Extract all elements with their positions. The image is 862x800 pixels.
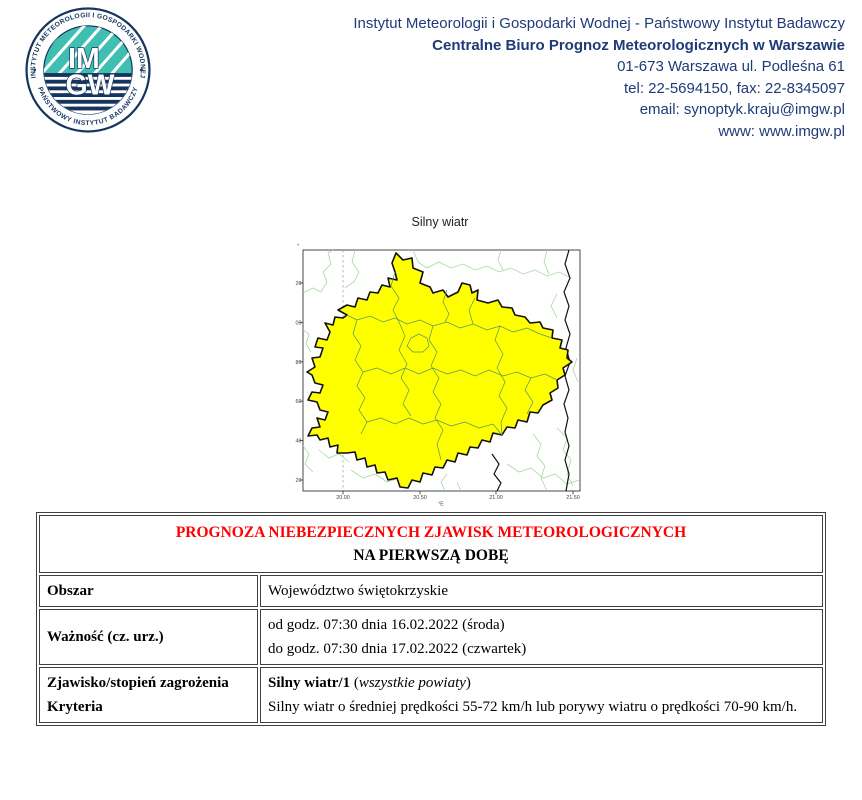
bureau-name: Centralne Biuro Prognoz Meteorologicznyc… (432, 36, 845, 54)
website-line: www: www.imgw.pl (718, 122, 845, 140)
waznosc-value-cell: od godz. 07:30 dnia 16.02.2022 (środa) d… (260, 609, 823, 665)
institute-name: Instytut Meteorologii i Gospodarki Wodne… (353, 15, 845, 32)
axis-ticks (299, 282, 574, 495)
obszar-label-cell: Obszar (39, 575, 258, 607)
x-tick-label: 20.50 (413, 495, 427, 501)
zjawisko-label-cell: Zjawisko/stopień zagrożenia Kryteria (39, 667, 258, 723)
paren-open: ( (350, 675, 359, 691)
phenomenon-label: Zjawisko/stopień zagrożenia (47, 675, 229, 691)
table-row: Zjawisko/stopień zagrożenia Kryteria Sil… (39, 667, 823, 723)
x-axis-labels: 20.00 20.50 21.00 21.50 (336, 495, 580, 501)
phenomenon-degree: Silny wiatr/1 (268, 675, 351, 691)
map-title: Silny wiatr (411, 215, 469, 229)
waznosc-label-cell: Ważność (cz. urz.) (39, 609, 258, 665)
neighbor-borders (302, 249, 580, 492)
y-tick-label: 50.20 (295, 478, 302, 484)
y-tick-label: 51.00 (295, 320, 302, 326)
warning-table: PROGNOZA NIEBEZPIECZNYCH ZJAWISK METEORO… (36, 512, 826, 726)
phenomenon-value: Silny wiatr/1 (wszystkie powiaty) (268, 671, 815, 695)
axis-corner-mark: ° (297, 244, 300, 250)
y-tick-label: 50.80 (295, 360, 302, 366)
phone-fax-line: tel: 22-5694150, fax: 22-8345097 (623, 79, 845, 97)
zjawisko-value-cell: Silny wiatr/1 (wszystkie powiaty) Silny … (260, 667, 823, 723)
obszar-value-cell: Województwo świętokrzyskie (260, 575, 823, 607)
table-title-line2: NA PIERWSZĄ DOBĘ (353, 547, 509, 564)
logo-monogram-gw: GW (66, 69, 115, 101)
x-tick-label: 21.50 (566, 495, 580, 501)
logo-right-dot (140, 68, 143, 72)
x-tick-label: 21.00 (489, 495, 503, 501)
logo-disc-stripes (43, 25, 133, 115)
table-row: Obszar Województwo świętokrzyskie (39, 575, 823, 607)
x-axis-caption: °E (438, 502, 444, 507)
validity-from: od godz. 07:30 dnia 16.02.2022 (środa) (268, 617, 505, 633)
table-row: PROGNOZA NIEBEZPIECZNYCH ZJAWISK METEORO… (39, 515, 823, 573)
warning-map: 51.20 51.00 50.80 50.60 50.40 50.20 20.0… (295, 244, 581, 507)
imgw-logo: INSTYTUT METEOROLOGII I GOSPODARKI WODNE… (25, 7, 151, 133)
phenomenon-scope: wszystkie powiaty (358, 675, 466, 691)
y-axis-labels: 51.20 51.00 50.80 50.60 50.40 50.20 (295, 281, 302, 484)
table-title-line1: PROGNOZA NIEBEZPIECZNYCH ZJAWISK METEORO… (175, 524, 687, 541)
county-borders (346, 271, 558, 461)
criteria-value: Silny wiatr o średniej prędkości 55-72 k… (268, 699, 798, 715)
paren-close: ) (465, 675, 471, 691)
y-tick-label: 51.20 (295, 281, 302, 287)
table-title-cell: PROGNOZA NIEBEZPIECZNYCH ZJAWISK METEORO… (39, 515, 823, 573)
institute-header: Instytut Meteorologii i Gospodarki Wodne… (353, 13, 845, 142)
logo-left-dot (33, 68, 36, 72)
email-line: email: synoptyk.kraju@imgw.pl (639, 101, 845, 118)
province-borders (491, 249, 571, 492)
table-row: Ważność (cz. urz.) od godz. 07:30 dnia 1… (39, 609, 823, 665)
address-line: 01-673 Warszawa ul. Podleśna 61 (617, 58, 845, 75)
criteria-label: Kryteria (47, 699, 103, 715)
x-tick-label: 20.00 (336, 495, 350, 501)
logo-monogram-im: IM (68, 43, 100, 75)
y-tick-label: 50.60 (295, 399, 302, 405)
y-tick-label: 50.40 (295, 439, 302, 445)
validity-to: do godz. 07:30 dnia 17.02.2022 (czwartek… (268, 641, 527, 657)
